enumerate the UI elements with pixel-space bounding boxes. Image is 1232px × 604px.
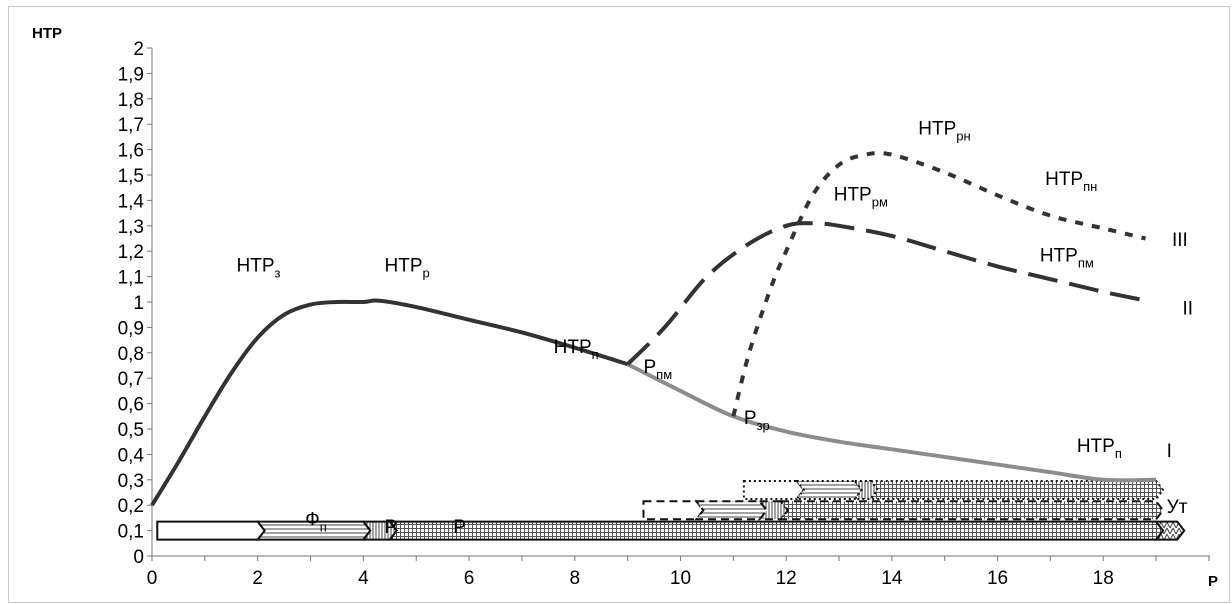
annotation-label: НТРпм xyxy=(1040,245,1094,270)
x-tick-label: 4 xyxy=(358,568,369,589)
series-lines xyxy=(150,150,1157,507)
annotation-label: Р xyxy=(385,517,398,538)
y-tick-label: 1,8 xyxy=(118,90,144,111)
y-tick-label: 0,6 xyxy=(118,395,144,416)
annotation-label: НТРп xyxy=(554,337,599,362)
phase-bar xyxy=(156,520,266,541)
y-axis-title: НТР xyxy=(32,25,62,42)
annotation-label: НТРз xyxy=(237,256,281,281)
phase-bar xyxy=(794,479,864,500)
annotation-label: НТРрн xyxy=(918,118,970,143)
annotation-label: Фп xyxy=(305,510,327,535)
x-tick-label: 0 xyxy=(147,568,158,589)
y-tick-label: 1,4 xyxy=(118,191,145,212)
x-tick-label: 18 xyxy=(1093,568,1114,589)
y-tick-label: 0,4 xyxy=(118,445,145,466)
chart-frame xyxy=(8,6,1230,603)
x-tick-label: 14 xyxy=(881,568,903,589)
axes: 0 0,1 0,2 0,3 0,4 0,5 0,6 0,7 0,8 0,9 1 1,1 1,2 1,3 1,… xyxy=(118,39,1210,589)
y-tick-label: 0 xyxy=(133,547,144,568)
x-tick-label: 8 xyxy=(569,568,580,589)
annotation-label: Ут xyxy=(1167,497,1188,518)
annotation-label: НТРр xyxy=(385,256,430,281)
series-line-1 xyxy=(150,298,629,507)
phase-bar xyxy=(1154,520,1186,541)
x-tick-label: 6 xyxy=(464,568,475,589)
annotation-label: Р xyxy=(453,517,466,538)
phase-bar xyxy=(387,520,1165,541)
annotation-label: II xyxy=(1183,299,1194,320)
phase-bar xyxy=(642,500,705,521)
annotation-label: НТРрм xyxy=(834,184,888,209)
annotation-label: I xyxy=(1167,441,1172,462)
phase-bar xyxy=(868,479,1165,500)
y-tick-label: 0,1 xyxy=(118,522,144,543)
annotations: НТРз НТРр НТРп Рпм Рзр НТРрм НТРрн НТРпн НТРпм НТ… xyxy=(237,118,1194,538)
y-tick-label: 0,2 xyxy=(118,496,144,517)
y-tick-label: 1,3 xyxy=(118,217,144,238)
y-tick-label: 0,8 xyxy=(118,344,144,365)
annotation-label: Рзр xyxy=(744,408,770,433)
y-tick-label: 0,5 xyxy=(118,420,144,441)
x-tick-label: 2 xyxy=(252,568,263,589)
phase-bar xyxy=(742,479,806,500)
annotation-label: Рпм xyxy=(643,357,672,382)
y-tick-label: 1,9 xyxy=(118,64,144,85)
y-tick-label: 0,9 xyxy=(118,318,144,339)
x-tick-label: 16 xyxy=(987,568,1008,589)
x-tick-label: 10 xyxy=(670,568,691,589)
y-tick-label: 1,7 xyxy=(118,115,144,136)
series-line-2 xyxy=(626,362,1157,483)
x-axis-title: Р xyxy=(1208,573,1218,590)
y-tick-label: 1 xyxy=(133,293,144,314)
y-tick-label: 2 xyxy=(133,39,144,60)
series-line-3 xyxy=(626,221,1141,366)
y-tick-label: 1,1 xyxy=(118,268,144,289)
phase-bar xyxy=(694,500,769,521)
phase-bar xyxy=(778,500,1165,521)
annotation-label: НТРп xyxy=(1077,436,1122,461)
y-tick-label: 0,7 xyxy=(118,369,144,390)
annotation-label: III xyxy=(1172,230,1188,251)
y-tick-label: 1,2 xyxy=(118,242,144,263)
x-tick-label: 12 xyxy=(776,568,797,589)
annotation-label: НТРпн xyxy=(1045,169,1097,194)
phase-bars xyxy=(156,479,1186,541)
y-tick-label: 1,6 xyxy=(118,141,144,162)
y-tick-label: 0,3 xyxy=(118,471,144,492)
y-tick-label: 1,5 xyxy=(118,166,144,187)
